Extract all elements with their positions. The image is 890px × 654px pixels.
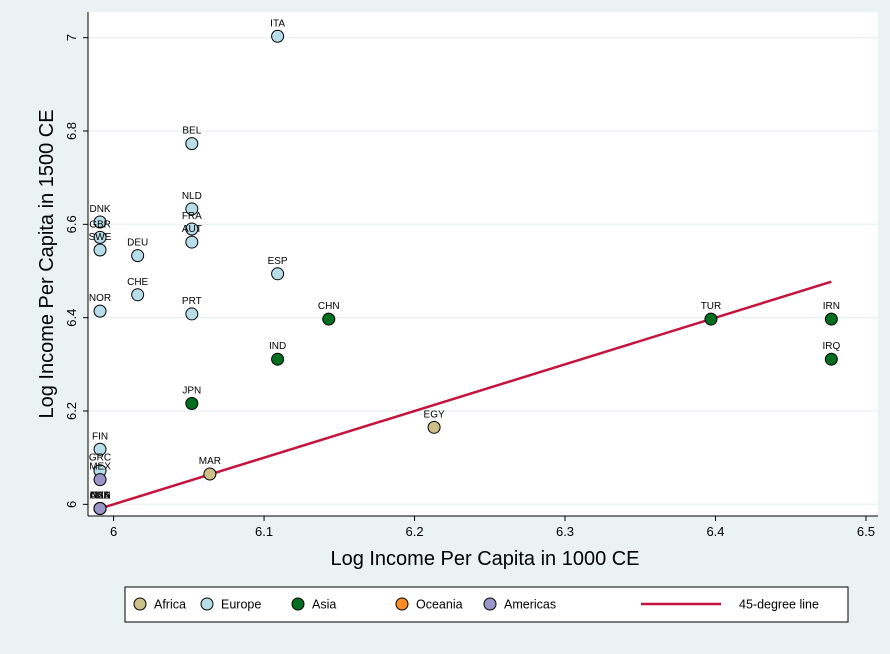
point-europe-bel	[185, 137, 199, 151]
legend: Africa Europe Asia Oceania Americas 45-degree…	[133, 597, 819, 612]
point-europe-che	[131, 288, 145, 302]
point-label-deu: DEU	[127, 238, 148, 249]
point-label-irq: IRQ	[822, 341, 840, 352]
x-tick-label: 6	[110, 524, 117, 539]
legend-label-45-degree-line: 45-degree line	[739, 598, 819, 612]
point-europe-ita	[271, 29, 285, 43]
point-label-egy: EGY	[424, 409, 445, 420]
point-label-mex: MEX	[89, 462, 111, 473]
point-africa-mar	[203, 467, 217, 481]
point-label-nld: NLD	[182, 191, 202, 202]
point-label-nzl: NZL	[91, 491, 110, 502]
data-points	[93, 29, 838, 516]
point-label-prt: PRT	[182, 296, 202, 307]
plot-area	[88, 12, 878, 516]
legend-marker-americas	[483, 597, 497, 611]
y-tick-label: 7	[64, 34, 79, 41]
point-label-dnk: DNK	[89, 204, 110, 215]
x-tick-label: 6.2	[405, 524, 423, 539]
legend-label-americas: Americas	[504, 598, 556, 612]
y-tick-label: 6.6	[64, 215, 79, 233]
point-label-jpn: JPN	[182, 386, 201, 397]
point-americas-can	[93, 502, 107, 516]
point-europe-prt	[185, 307, 199, 321]
point-europe-esp	[271, 267, 285, 281]
point-europe-gbr	[93, 230, 107, 244]
x-tick-label: 6.3	[556, 524, 574, 539]
point-label-esp: ESP	[268, 256, 288, 267]
legend-label-africa: Africa	[154, 598, 186, 612]
point-europe-swe	[93, 243, 107, 257]
point-europe-dnk	[93, 215, 107, 229]
y-axis-title: Log Income Per Capita in 1500 CE	[36, 109, 58, 418]
point-label-fra: FRA	[182, 211, 202, 222]
y-tick-label: 6	[64, 501, 79, 508]
point-label-aut: AUT	[182, 224, 202, 235]
point-label-grc: GRC	[89, 453, 111, 464]
point-asia-irn	[824, 312, 838, 326]
point-label-che: CHE	[127, 277, 148, 288]
point-label-bel: BEL	[182, 126, 201, 137]
y-axis-ticks: 6 6.2 6.4 6.6 6.8 7	[64, 34, 88, 508]
point-label-ind: IND	[269, 341, 286, 352]
x-axis-title: Log Income Per Capita in 1000 CE	[330, 548, 639, 570]
point-asia-irq	[824, 352, 838, 366]
legend-marker-europe	[200, 597, 214, 611]
y-tick-label: 6.4	[64, 309, 79, 327]
point-europe-nld	[185, 202, 199, 216]
x-tick-label: 6.1	[255, 524, 273, 539]
point-label-nor: NOR	[89, 293, 111, 304]
y-tick-label: 6.8	[64, 122, 79, 140]
point-label-mar: MAR	[199, 456, 221, 467]
point-europe-nor	[93, 304, 107, 318]
point-label-fin: FIN	[92, 431, 108, 442]
point-label-aus: AUS	[90, 491, 111, 502]
x-tick-label: 6.4	[706, 524, 724, 539]
point-asia-ind	[271, 352, 285, 366]
point-label-tur: TUR	[701, 301, 722, 312]
point-label-can: CAN	[89, 491, 110, 502]
point-africa-egy	[427, 420, 441, 434]
point-europe-fin	[93, 442, 107, 456]
point-labels: EGY MAR ITA BEL NLD FRA AUT DNK GBR SWE DEU ESP CHE N…	[89, 18, 841, 501]
point-asia-chn	[322, 312, 336, 326]
point-europe-aut	[185, 235, 199, 249]
point-label-usa: USA	[90, 491, 111, 502]
point-label-chn: CHN	[318, 301, 340, 312]
y-tick-label: 6.2	[64, 402, 79, 420]
legend-marker-oceania	[395, 597, 409, 611]
legend-label-europe: Europe	[221, 598, 261, 612]
point-americas-mex	[93, 473, 107, 487]
axes	[87, 12, 878, 517]
point-label-ita: ITA	[270, 18, 285, 29]
x-axis-ticks: 6 6.1 6.2 6.3 6.4 6.5	[110, 516, 875, 539]
point-label-swe: SWE	[89, 232, 112, 243]
point-asia-jpn	[185, 397, 199, 411]
point-label-gbr: GBR	[89, 219, 111, 230]
x-tick-label: 6.5	[857, 524, 875, 539]
point-label-irn: IRN	[823, 301, 840, 312]
legend-marker-africa	[133, 597, 147, 611]
point-europe-fra	[185, 222, 199, 236]
point-europe-deu	[131, 249, 145, 263]
grid-lines	[88, 36, 878, 506]
legend-marker-asia	[291, 597, 305, 611]
legend-label-asia: Asia	[312, 598, 336, 612]
legend-label-oceania: Oceania	[416, 598, 463, 612]
point-asia-tur	[704, 312, 718, 326]
